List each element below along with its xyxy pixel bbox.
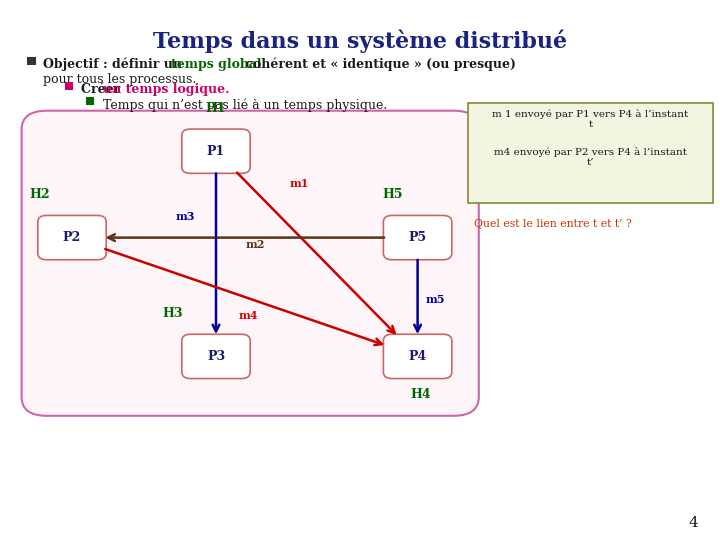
- Text: m 1 envoyé par P1 vers P4 à l’instant
t: m 1 envoyé par P1 vers P4 à l’instant t: [492, 109, 688, 130]
- FancyBboxPatch shape: [181, 129, 251, 173]
- Text: Créer: Créer: [81, 83, 125, 96]
- FancyBboxPatch shape: [86, 97, 93, 104]
- Text: m4 envoyé par P2 vers P4 à l’instant
t’: m4 envoyé par P2 vers P4 à l’instant t’: [494, 147, 687, 167]
- FancyBboxPatch shape: [383, 334, 452, 379]
- Text: H2: H2: [30, 188, 50, 201]
- Text: H1: H1: [206, 102, 226, 114]
- Text: P4: P4: [408, 350, 427, 363]
- Text: Temps dans un système distribué: Temps dans un système distribué: [153, 30, 567, 53]
- Text: H5: H5: [382, 188, 402, 201]
- Text: m5: m5: [426, 294, 446, 305]
- Text: P3: P3: [207, 350, 225, 363]
- FancyBboxPatch shape: [38, 215, 107, 260]
- Text: m1: m1: [289, 178, 308, 189]
- Text: P5: P5: [408, 231, 427, 244]
- FancyBboxPatch shape: [27, 57, 35, 64]
- FancyBboxPatch shape: [383, 215, 452, 260]
- Text: pour tous les processus.: pour tous les processus.: [43, 73, 197, 86]
- Text: 4: 4: [688, 516, 698, 530]
- FancyBboxPatch shape: [468, 103, 713, 202]
- Text: Quel est le lien entre t et t’ ?: Quel est le lien entre t et t’ ?: [474, 219, 631, 229]
- Text: un temps logique.: un temps logique.: [103, 83, 230, 96]
- Text: P1: P1: [207, 145, 225, 158]
- FancyBboxPatch shape: [22, 111, 479, 416]
- Text: Objectif : définir un: Objectif : définir un: [43, 58, 186, 71]
- Text: H3: H3: [163, 307, 183, 320]
- Text: cohérent et « identique » (ou presque): cohérent et « identique » (ou presque): [241, 58, 516, 71]
- FancyBboxPatch shape: [65, 82, 72, 89]
- Text: m3: m3: [175, 211, 195, 221]
- Text: temps global: temps global: [171, 58, 261, 71]
- FancyBboxPatch shape: [181, 334, 251, 379]
- Text: m4: m4: [238, 310, 258, 321]
- Text: P2: P2: [63, 231, 81, 244]
- Text: H4: H4: [411, 388, 431, 401]
- Text: Temps qui n’est pas lié à un temps physique.: Temps qui n’est pas lié à un temps physi…: [103, 98, 387, 112]
- Text: m2: m2: [246, 239, 265, 249]
